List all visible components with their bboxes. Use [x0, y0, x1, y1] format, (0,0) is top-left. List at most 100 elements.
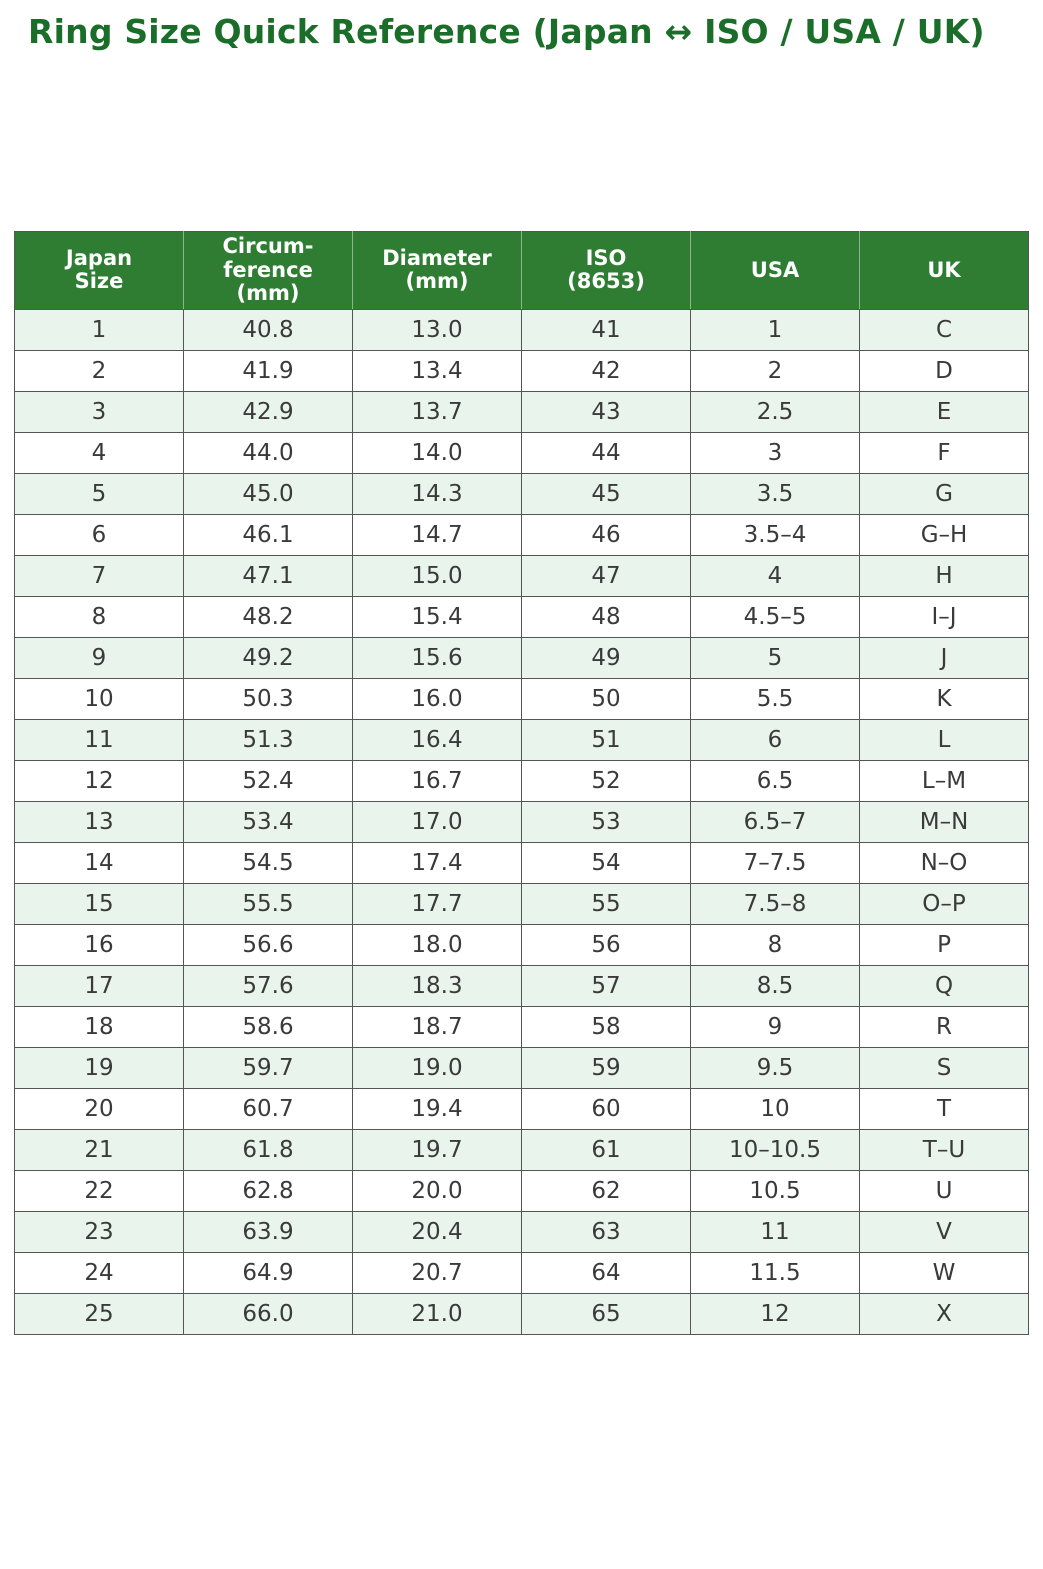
table-cell-uk: I–J — [859, 595, 1029, 638]
table-cell-uk: O–P — [859, 882, 1029, 925]
table-cell-diameter-mm: 13.7 — [352, 390, 522, 433]
table-cell-usa: 6.5–7 — [690, 800, 860, 843]
table-cell-iso-8653: 48 — [521, 595, 691, 638]
table-cell-uk: T–U — [859, 1128, 1029, 1171]
table-cell-uk: M–N — [859, 800, 1029, 843]
table-cell-uk: E — [859, 390, 1029, 433]
table-cell-japan-size: 13 — [14, 800, 184, 843]
table-row: 14 54.5 17.4 54 7–7.5 N–O — [14, 841, 1029, 884]
table-cell-usa: 10.5 — [690, 1169, 860, 1212]
table-cell-usa: 10 — [690, 1087, 860, 1130]
table-cell-uk: C — [859, 308, 1029, 351]
table-row: 22 62.8 20.0 62 10.5 U — [14, 1169, 1029, 1212]
table-cell-circumference-mm: 60.7 — [183, 1087, 353, 1130]
table-row: 5 45.0 14.3 45 3.5 G — [14, 472, 1029, 515]
table-cell-diameter-mm: 20.0 — [352, 1169, 522, 1212]
table-cell-diameter-mm: 17.0 — [352, 800, 522, 843]
table-cell-usa: 6 — [690, 718, 860, 761]
table-cell-usa: 2.5 — [690, 390, 860, 433]
table-cell-usa: 4.5–5 — [690, 595, 860, 638]
table-cell-iso-8653: 41 — [521, 308, 691, 351]
table-cell-circumference-mm: 52.4 — [183, 759, 353, 802]
table-cell-diameter-mm: 20.4 — [352, 1210, 522, 1253]
table-cell-circumference-mm: 54.5 — [183, 841, 353, 884]
table-cell-japan-size: 10 — [14, 677, 184, 720]
table-cell-japan-size: 20 — [14, 1087, 184, 1130]
table-row: 24 64.9 20.7 64 11.5 W — [14, 1251, 1029, 1294]
table-cell-japan-size: 8 — [14, 595, 184, 638]
table-cell-iso-8653: 61 — [521, 1128, 691, 1171]
table-cell-japan-size: 19 — [14, 1046, 184, 1089]
table-cell-circumference-mm: 46.1 — [183, 513, 353, 556]
table-cell-japan-size: 7 — [14, 554, 184, 597]
table-cell-circumference-mm: 48.2 — [183, 595, 353, 638]
table-row: 11 51.3 16.4 51 6 L — [14, 718, 1029, 761]
table-cell-usa: 8.5 — [690, 964, 860, 1007]
table-row: 7 47.1 15.0 47 4 H — [14, 554, 1029, 597]
table-cell-circumference-mm: 58.6 — [183, 1005, 353, 1048]
table-cell-diameter-mm: 16.7 — [352, 759, 522, 802]
table-cell-diameter-mm: 19.4 — [352, 1087, 522, 1130]
table-cell-uk: F — [859, 431, 1029, 474]
column-header-uk: UK — [859, 231, 1029, 310]
table-row: 12 52.4 16.7 52 6.5 L–M — [14, 759, 1029, 802]
table-cell-circumference-mm: 51.3 — [183, 718, 353, 761]
table-row: 25 66.0 21.0 65 12 X — [14, 1292, 1029, 1335]
table-cell-circumference-mm: 56.6 — [183, 923, 353, 966]
table-cell-uk: L — [859, 718, 1029, 761]
table-row: 8 48.2 15.4 48 4.5–5 I–J — [14, 595, 1029, 638]
table-cell-japan-size: 11 — [14, 718, 184, 761]
table-cell-iso-8653: 57 — [521, 964, 691, 1007]
table-cell-circumference-mm: 41.9 — [183, 349, 353, 392]
table-row: 19 59.7 19.0 59 9.5 S — [14, 1046, 1029, 1089]
table-cell-japan-size: 22 — [14, 1169, 184, 1212]
table-cell-diameter-mm: 19.0 — [352, 1046, 522, 1089]
table-cell-iso-8653: 42 — [521, 349, 691, 392]
table-cell-iso-8653: 59 — [521, 1046, 691, 1089]
column-header-diameter-mm: Diameter (mm) — [352, 231, 522, 310]
table-cell-iso-8653: 53 — [521, 800, 691, 843]
table-cell-japan-size: 4 — [14, 431, 184, 474]
table-cell-japan-size: 24 — [14, 1251, 184, 1294]
table-cell-uk: G–H — [859, 513, 1029, 556]
table-cell-diameter-mm: 17.4 — [352, 841, 522, 884]
table-cell-circumference-mm: 53.4 — [183, 800, 353, 843]
table-cell-iso-8653: 52 — [521, 759, 691, 802]
table-cell-japan-size: 12 — [14, 759, 184, 802]
table-cell-japan-size: 21 — [14, 1128, 184, 1171]
table-row: 1 40.8 13.0 41 1 C — [14, 308, 1029, 351]
table-cell-circumference-mm: 66.0 — [183, 1292, 353, 1335]
table-cell-uk: P — [859, 923, 1029, 966]
column-header-usa: USA — [690, 231, 860, 310]
table-cell-japan-size: 5 — [14, 472, 184, 515]
table-row: 9 49.2 15.6 49 5 J — [14, 636, 1029, 679]
table-cell-usa: 3 — [690, 431, 860, 474]
table-cell-usa: 10–10.5 — [690, 1128, 860, 1171]
table-cell-diameter-mm: 18.3 — [352, 964, 522, 1007]
table-cell-usa: 12 — [690, 1292, 860, 1335]
table-row: 18 58.6 18.7 58 9 R — [14, 1005, 1029, 1048]
table-row: 23 63.9 20.4 63 11 V — [14, 1210, 1029, 1253]
table-cell-iso-8653: 54 — [521, 841, 691, 884]
table-cell-circumference-mm: 61.8 — [183, 1128, 353, 1171]
table-cell-diameter-mm: 15.0 — [352, 554, 522, 597]
table-cell-diameter-mm: 19.7 — [352, 1128, 522, 1171]
table-cell-diameter-mm: 15.6 — [352, 636, 522, 679]
table-cell-japan-size: 16 — [14, 923, 184, 966]
table-row: 10 50.3 16.0 50 5.5 K — [14, 677, 1029, 720]
ring-size-table-container: Japan Size Circum- ference (mm) Diameter (… — [14, 231, 1029, 1335]
column-header-japan-size: Japan Size — [14, 231, 184, 310]
column-header-iso-8653: ISO (8653) — [521, 231, 691, 310]
table-cell-iso-8653: 44 — [521, 431, 691, 474]
table-cell-diameter-mm: 14.3 — [352, 472, 522, 515]
table-cell-uk: S — [859, 1046, 1029, 1089]
table-cell-uk: X — [859, 1292, 1029, 1335]
table-cell-uk: L–M — [859, 759, 1029, 802]
table-cell-usa: 3.5–4 — [690, 513, 860, 556]
table-cell-usa: 2 — [690, 349, 860, 392]
table-cell-usa: 5 — [690, 636, 860, 679]
table-cell-diameter-mm: 16.4 — [352, 718, 522, 761]
table-cell-circumference-mm: 50.3 — [183, 677, 353, 720]
table-cell-circumference-mm: 40.8 — [183, 308, 353, 351]
table-cell-diameter-mm: 13.4 — [352, 349, 522, 392]
